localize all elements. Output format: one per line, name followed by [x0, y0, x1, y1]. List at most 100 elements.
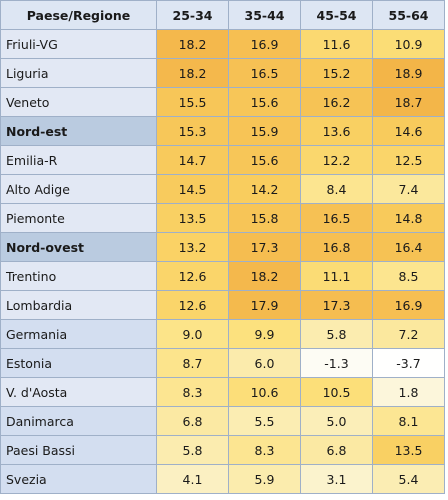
value-cell: 12.5 — [372, 145, 445, 175]
table-row: Friuli-VG 18.2 16.9 11.6 10.9 — [0, 29, 445, 59]
header-cell-45-54: 45-54 — [300, 0, 373, 30]
row-label: Danimarca — [0, 406, 157, 436]
value-cell: 10.5 — [300, 377, 373, 407]
value-cell: 10.9 — [372, 29, 445, 59]
row-label: Veneto — [0, 87, 157, 117]
value-cell: 5.8 — [300, 319, 373, 349]
table-row: V. d'Aosta 8.3 10.6 10.5 1.8 — [0, 377, 445, 407]
value-cell: 7.2 — [372, 319, 445, 349]
header-cell-55-64: 55-64 — [372, 0, 445, 30]
value-cell: 8.3 — [228, 435, 301, 465]
row-label: Friuli-VG — [0, 29, 157, 59]
value-cell: -3.7 — [372, 348, 445, 378]
value-cell: 8.1 — [372, 406, 445, 436]
row-label: Paesi Bassi — [0, 435, 157, 465]
value-cell: 15.3 — [156, 116, 229, 146]
value-cell: 15.9 — [228, 116, 301, 146]
header-cell-35-44: 35-44 — [228, 0, 301, 30]
value-cell: 17.3 — [228, 232, 301, 262]
value-cell: 14.6 — [372, 116, 445, 146]
table-row: Liguria 18.2 16.5 15.2 18.9 — [0, 58, 445, 88]
value-cell: 7.4 — [372, 174, 445, 204]
table-row: Nord-ovest 13.2 17.3 16.8 16.4 — [0, 232, 445, 262]
value-cell: 5.8 — [156, 435, 229, 465]
header-row: Paese/Regione 25-34 35-44 45-54 55-64 — [0, 0, 445, 30]
value-cell: 15.2 — [300, 58, 373, 88]
header-cell-region: Paese/Regione — [0, 0, 157, 30]
table-row: Lombardia 12.6 17.9 17.3 16.9 — [0, 290, 445, 320]
table-row: Paesi Bassi 5.8 8.3 6.8 13.5 — [0, 435, 445, 465]
value-cell: 4.1 — [156, 464, 229, 494]
value-cell: 10.6 — [228, 377, 301, 407]
value-cell: 5.9 — [228, 464, 301, 494]
table-row: Germania 9.0 9.9 5.8 7.2 — [0, 319, 445, 349]
header-cell-25-34: 25-34 — [156, 0, 229, 30]
table-row: Svezia 4.1 5.9 3.1 5.4 — [0, 464, 445, 494]
value-cell: 5.0 — [300, 406, 373, 436]
value-cell: 12.6 — [156, 261, 229, 291]
value-cell: 12.6 — [156, 290, 229, 320]
value-cell: 15.8 — [228, 203, 301, 233]
value-cell: 14.5 — [156, 174, 229, 204]
value-cell: 13.6 — [300, 116, 373, 146]
row-label: Nord-ovest — [0, 232, 157, 262]
value-cell: 18.2 — [156, 58, 229, 88]
value-cell: 5.4 — [372, 464, 445, 494]
value-cell: 18.2 — [156, 29, 229, 59]
row-label: Piemonte — [0, 203, 157, 233]
table-row: Veneto 15.5 15.6 16.2 18.7 — [0, 87, 445, 117]
value-cell: 11.6 — [300, 29, 373, 59]
value-cell: -1.3 — [300, 348, 373, 378]
value-cell: 16.8 — [300, 232, 373, 262]
value-cell: 16.5 — [300, 203, 373, 233]
value-cell: 14.2 — [228, 174, 301, 204]
value-cell: 13.5 — [372, 435, 445, 465]
row-label: V. d'Aosta — [0, 377, 157, 407]
row-label: Germania — [0, 319, 157, 349]
value-cell: 8.7 — [156, 348, 229, 378]
row-label: Nord-est — [0, 116, 157, 146]
value-cell: 16.2 — [300, 87, 373, 117]
table-row: Danimarca 6.8 5.5 5.0 8.1 — [0, 406, 445, 436]
value-cell: 15.6 — [228, 145, 301, 175]
row-label: Svezia — [0, 464, 157, 494]
value-cell: 15.5 — [156, 87, 229, 117]
value-cell: 6.8 — [300, 435, 373, 465]
value-cell: 16.4 — [372, 232, 445, 262]
table-row: Estonia 8.7 6.0 -1.3 -3.7 — [0, 348, 445, 378]
value-cell: 8.5 — [372, 261, 445, 291]
value-cell: 5.5 — [228, 406, 301, 436]
value-cell: 18.7 — [372, 87, 445, 117]
value-cell: 16.9 — [372, 290, 445, 320]
value-cell: 8.4 — [300, 174, 373, 204]
value-cell: 6.0 — [228, 348, 301, 378]
table-row: Piemonte 13.5 15.8 16.5 14.8 — [0, 203, 445, 233]
value-cell: 13.2 — [156, 232, 229, 262]
row-label: Liguria — [0, 58, 157, 88]
table-row: Emilia-R 14.7 15.6 12.2 12.5 — [0, 145, 445, 175]
row-label: Alto Adige — [0, 174, 157, 204]
value-cell: 6.8 — [156, 406, 229, 436]
value-cell: 9.9 — [228, 319, 301, 349]
value-cell: 17.3 — [300, 290, 373, 320]
value-cell: 18.9 — [372, 58, 445, 88]
row-label: Trentino — [0, 261, 157, 291]
value-cell: 12.2 — [300, 145, 373, 175]
value-cell: 16.5 — [228, 58, 301, 88]
value-cell: 8.3 — [156, 377, 229, 407]
value-cell: 16.9 — [228, 29, 301, 59]
value-cell: 14.7 — [156, 145, 229, 175]
table-row: Trentino 12.6 18.2 11.1 8.5 — [0, 261, 445, 291]
row-label: Lombardia — [0, 290, 157, 320]
row-label: Estonia — [0, 348, 157, 378]
table-row: Alto Adige 14.5 14.2 8.4 7.4 — [0, 174, 445, 204]
table-row: Nord-est 15.3 15.9 13.6 14.6 — [0, 116, 445, 146]
value-cell: 9.0 — [156, 319, 229, 349]
row-label: Emilia-R — [0, 145, 157, 175]
value-cell: 15.6 — [228, 87, 301, 117]
value-cell: 13.5 — [156, 203, 229, 233]
value-cell: 14.8 — [372, 203, 445, 233]
value-cell: 18.2 — [228, 261, 301, 291]
value-cell: 1.8 — [372, 377, 445, 407]
